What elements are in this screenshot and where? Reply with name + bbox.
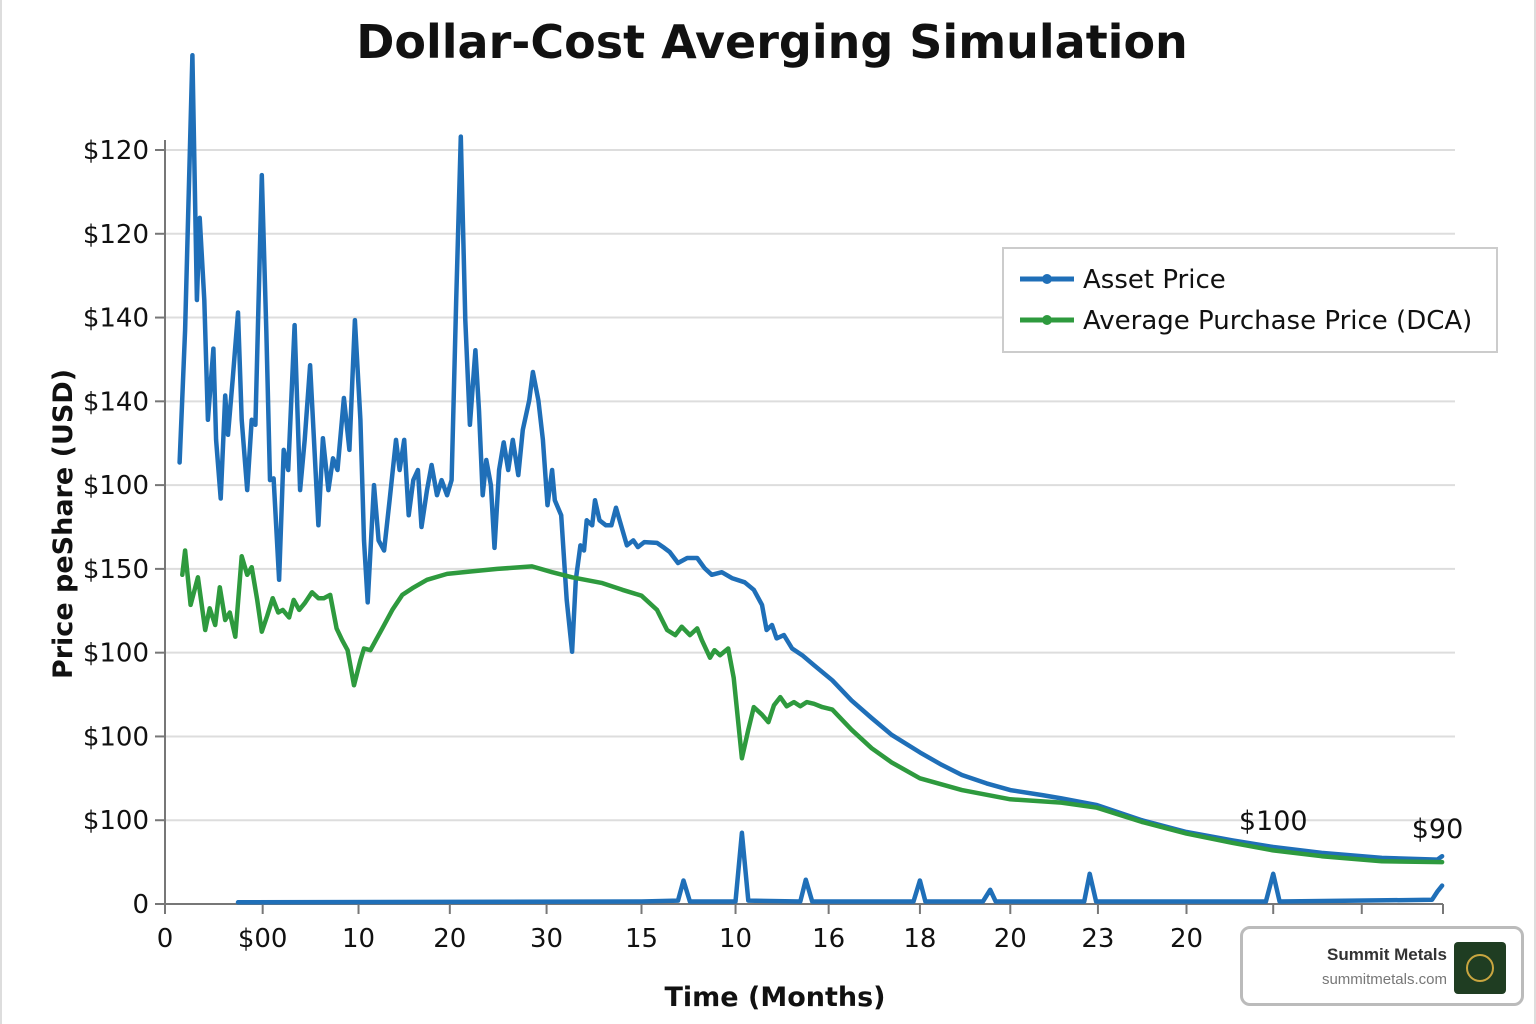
legend-box — [1002, 247, 1498, 353]
series-line-asset-price — [177, 53, 1445, 862]
x-tick-label: 23 — [1081, 924, 1114, 954]
summit-metals-logo-icon — [1454, 942, 1506, 994]
legend-marker-dca — [1042, 315, 1052, 325]
y-tick-label: $150 — [83, 555, 149, 585]
series-line-asset-price-baseline — [235, 830, 1445, 905]
y-tick-label: $100 — [83, 722, 149, 752]
x-tick-label: $00 — [238, 924, 288, 954]
watermark-name: Summit Metals — [1327, 945, 1447, 964]
legend-label-asset-price: Asset Price — [1083, 265, 1226, 295]
y-tick-label: $120 — [83, 220, 149, 250]
watermark-url: summitmetals.com — [1321, 971, 1447, 988]
x-axis-label: Time (Months) — [664, 982, 885, 1013]
y-tick-label: $100 — [83, 471, 149, 501]
y-tick-label: 0 — [132, 890, 149, 920]
y-axis-label: Price peShare (USD) — [48, 369, 79, 679]
chart-title: Dollar-Cost Averging Simulation — [356, 15, 1188, 69]
watermark-badge: Summit Metals summitmetals.com — [1240, 926, 1524, 1006]
x-tick-label: 30 — [530, 924, 563, 954]
x-tick-label: 10 — [719, 924, 752, 954]
x-tick-label: 10 — [342, 924, 375, 954]
legend: Asset Price Average Purchase Price (DCA) — [1002, 247, 1498, 353]
y-tick-label: $140 — [83, 387, 149, 417]
series-lines — [177, 53, 1445, 905]
legend-label-dca: Average Purchase Price (DCA) — [1083, 306, 1472, 336]
y-axis: 0 $100 $100 $100 $150 $100 $140 $140 $120 $120 — [83, 136, 166, 920]
y-tick-label: $100 — [83, 806, 149, 836]
series-line-average-purchase-price-dca — [180, 548, 1445, 865]
x-tick-label: 20 — [433, 924, 466, 954]
x-tick-label: 0 — [157, 924, 174, 954]
x-tick-label: 18 — [903, 924, 936, 954]
y-tick-label: $140 — [83, 304, 149, 334]
x-tick-label: 15 — [625, 924, 658, 954]
y-tick-label: $100 — [83, 639, 149, 669]
annotations: $100 $90 — [1239, 806, 1463, 845]
annotation-label: $100 — [1239, 806, 1308, 837]
x-tick-label: 20 — [1170, 924, 1203, 954]
x-tick-label: 16 — [812, 924, 845, 954]
annotation-label: $90 — [1412, 814, 1464, 845]
y-tick-label: $120 — [83, 136, 149, 166]
legend-marker-asset-price — [1042, 274, 1052, 284]
x-tick-label: 20 — [994, 924, 1027, 954]
gridlines — [165, 149, 1455, 822]
